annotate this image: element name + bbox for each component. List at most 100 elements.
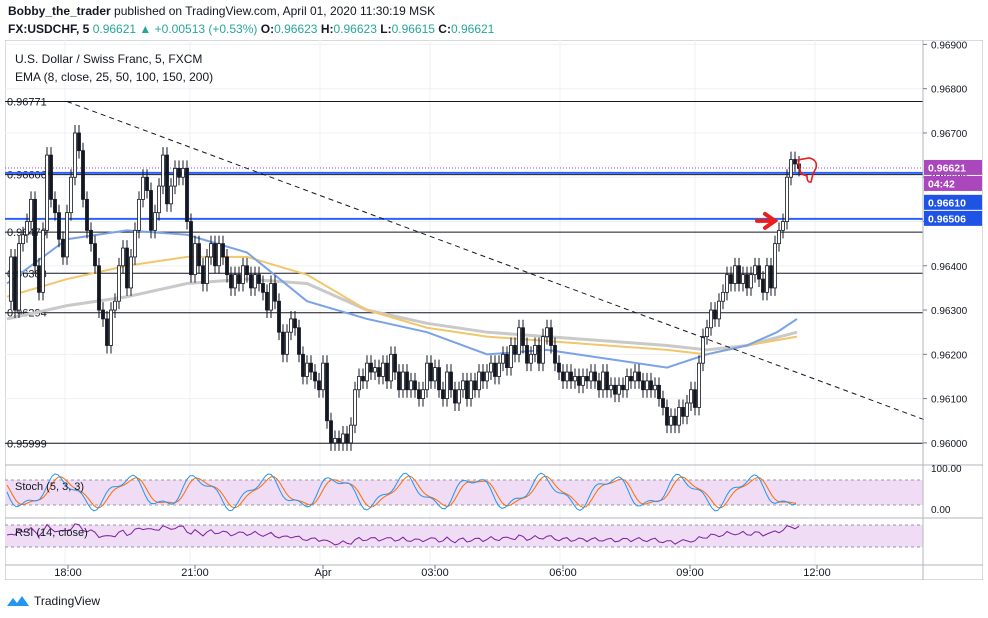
candle-body [285,331,289,355]
candle-body [193,243,197,276]
price-chart[interactable]: 0.967710.966060.964760.963830.962940.959… [4,39,984,581]
footer: TradingView [6,592,100,610]
candle-body [21,234,25,245]
candle-body [93,243,97,267]
price-axis[interactable]: 0.969000.968000.967000.966000.965000.964… [922,40,982,580]
candle-body [257,274,261,284]
high-value: 0.96623 [333,22,377,36]
candle-body [185,167,189,222]
candle-body [177,167,181,178]
candle-body [665,407,669,426]
candle-body [37,265,41,293]
candle-body [397,371,401,391]
candle-body [493,362,497,377]
candle-body [61,238,65,258]
price-tick-label: 0.96200 [931,350,968,361]
ema-grey-line [6,277,798,352]
candle-body [557,362,561,373]
candles [9,125,801,451]
time-axis[interactable]: 18:00 21:00 Apr 03:00 06:00 09:00 12:00 [54,565,831,579]
candle-body [165,154,169,205]
candle-body [49,154,53,200]
candle-body [169,185,173,205]
price-badge-label: 0.96610 [928,197,966,209]
candle-body [689,389,693,404]
candle-body [485,371,489,382]
candle-body [89,229,93,245]
candle-body [429,362,433,382]
candle-body [757,265,761,280]
candle-body [329,420,333,444]
candle-body [729,274,733,284]
candle-body [701,336,705,364]
candle-body [609,384,613,391]
candle-body [501,353,505,364]
candle-body [117,265,121,302]
candle-body [693,389,697,408]
candle-body [209,243,213,258]
author-name[interactable]: Bobby_the_trader [8,4,111,18]
close-value: 0.96621 [450,22,495,36]
candle-body [161,154,165,187]
legend-pair: U.S. Dollar / Swiss Franc, 5, FXCM [15,52,202,66]
price-badge [924,194,982,210]
candle-body [573,376,577,382]
stoch-d-line [6,475,797,509]
candle-body [453,389,457,404]
candle-body [545,327,549,338]
level-label: 0.96606 [7,170,47,182]
candle-body [13,256,17,311]
candle-body [197,243,201,267]
candle-body [785,176,789,222]
candle-body [489,362,493,373]
thumbs-down-icon [797,157,818,183]
candle-body [173,167,177,187]
ema-blue-line [6,229,798,369]
candle-body [661,398,665,408]
legend-ema: EMA (8, close, 25, 50, 100, 150, 200) [15,70,213,84]
candle-body [569,371,573,382]
candle-body [653,384,657,391]
candle-body [745,274,749,289]
candle-body [777,229,781,245]
candle-body [141,176,145,200]
candle-body [181,167,185,178]
price-tick-label: 0.96100 [931,395,968,406]
candle-body [445,371,449,399]
candle-body [133,229,137,258]
candle-body [301,353,305,377]
annotations [755,157,818,230]
candle-body [109,309,113,346]
candle-body [589,371,593,382]
chart-area[interactable]: 0.967710.966060.964760.963830.962940.959… [4,39,984,581]
stoch-k-line [6,472,797,512]
candle-body [505,353,509,369]
candle-body [789,159,793,178]
candle-body [781,221,785,231]
red-arrow-icon [755,211,779,230]
rsi-line [6,523,800,546]
candle-body [233,274,237,289]
candle-body [325,362,329,422]
candle-body [261,283,265,293]
candle-body [509,345,513,369]
candle-body [497,362,501,377]
candle-body [65,212,69,258]
up-triangle-icon: ▲ [139,22,152,36]
candle-body [137,198,141,231]
candle-body [113,300,117,311]
candle-body [525,345,529,364]
candle-body [481,371,485,382]
candle-body [289,318,293,333]
candle-body [581,376,585,386]
brand-name[interactable]: TradingView [34,594,101,608]
candle-body [57,212,61,240]
price-tick-label: 0.96800 [931,85,968,96]
candle-body [321,362,325,391]
candle-body [593,371,597,382]
candle-body [725,274,729,293]
candle-body [633,371,637,382]
candle-body [81,150,85,200]
candle-body [749,274,753,289]
candle-body [225,256,229,276]
